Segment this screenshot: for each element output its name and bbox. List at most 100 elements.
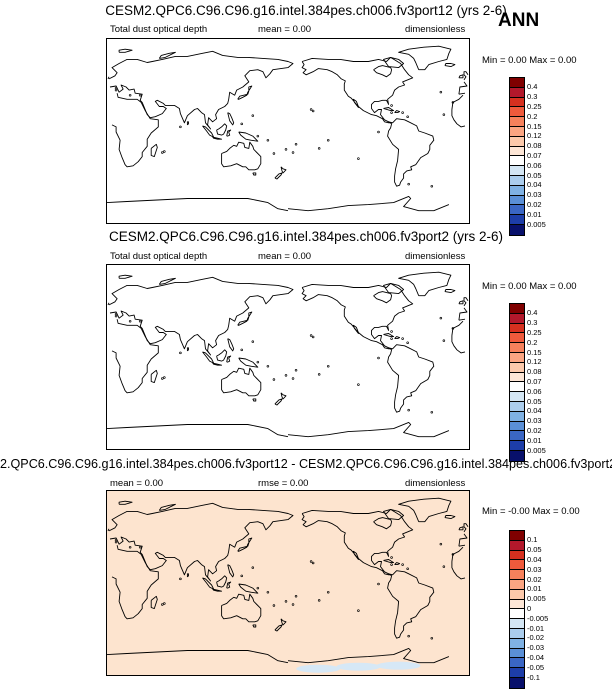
island-7	[272, 152, 276, 155]
coastline-eurasia-1	[108, 50, 294, 130]
colorbar-3-swatch-14	[510, 668, 524, 678]
island-13	[161, 603, 164, 606]
panel-2-colorbar	[509, 303, 525, 462]
island-9	[240, 574, 243, 578]
coastline-uk-2	[463, 71, 469, 81]
island-27	[390, 556, 393, 559]
island-22	[430, 184, 434, 188]
island-5	[284, 374, 288, 377]
island-22	[430, 636, 434, 640]
colorbar-2-label-7: 0.07	[527, 376, 542, 386]
coastline-new-zealand-n	[280, 618, 287, 626]
island-16	[442, 339, 446, 342]
coastline-ireland	[458, 74, 464, 79]
colorbar-3-label-12: -0.04	[527, 652, 545, 662]
colorbar-1-swatch-12	[510, 195, 524, 206]
coastline-uk-1	[107, 528, 110, 532]
island-21	[407, 408, 410, 412]
colorbar-2-label-10: 0.04	[527, 406, 542, 416]
colorbar-2-swatch-2	[510, 323, 524, 334]
colorbar-2-swatch-0	[510, 304, 524, 314]
colorbar-1-swatch-13	[510, 205, 524, 216]
colorbar-3-label-8: -0.005	[527, 613, 549, 623]
island-7	[272, 604, 276, 607]
colorbar-3-swatch-11	[510, 638, 524, 649]
coastline-sumatra	[202, 125, 215, 138]
coastline-antarctica-1	[107, 198, 289, 212]
coastline-cuba	[383, 333, 395, 338]
colorbar-3-label-1: 0.05	[527, 545, 542, 555]
island-2	[317, 373, 321, 376]
island-2	[317, 147, 321, 150]
coastline-africa	[451, 546, 464, 562]
coastline-greenland	[398, 497, 452, 523]
panel-1-title: CESM2.QPC6.C96.C96.g16.intel.384pes.ch00…	[105, 3, 507, 18]
island-26	[138, 93, 142, 97]
island-13	[161, 151, 164, 154]
island-18	[439, 542, 443, 546]
island-3	[326, 364, 330, 368]
island-19	[401, 111, 404, 114]
island-17	[451, 553, 455, 556]
coastline-ireland	[458, 526, 464, 531]
colorbar-1-label-10: 0.04	[527, 180, 542, 190]
island-18	[439, 316, 443, 320]
colorbar-2-swatch-7	[510, 372, 524, 383]
colorbar-2-swatch-11	[510, 411, 524, 422]
island-10	[251, 340, 255, 343]
coastline-uk-1	[107, 76, 110, 80]
colorbar-3-swatch-0	[510, 531, 524, 541]
coastline-madagascar	[150, 595, 158, 610]
coastline-baffin	[383, 508, 405, 521]
island-11	[377, 582, 380, 586]
coastline-eurasia	[458, 307, 468, 321]
colorbar-2-swatch-10	[510, 401, 524, 412]
island-20	[406, 115, 409, 118]
coastline-svalbard	[118, 500, 133, 505]
colorbar-1-swatch-0	[510, 78, 524, 88]
colorbar-2-label-0: 0.4	[527, 308, 538, 318]
coastline-australia	[221, 141, 262, 171]
panel-2-map	[106, 264, 470, 450]
panel-2-title: CESM2.QPC6.C96.C96.g16.intel.384pes.ch00…	[109, 229, 503, 244]
island-8	[266, 590, 270, 594]
colorbar-3-label-4: 0.02	[527, 574, 542, 584]
island-29	[256, 586, 260, 590]
coastline-africa	[451, 94, 464, 110]
colorbar-1-label-12: 0.02	[527, 199, 542, 209]
coastline-africa-1	[111, 545, 159, 620]
colorbar-2-label-2: 0.25	[527, 327, 542, 337]
coastline-antarctica-1	[107, 424, 289, 438]
colorbar-2-swatch-1	[510, 313, 524, 324]
panel-3-mean-label: mean = 0.00	[110, 478, 164, 489]
panel-3-rmse-label: rmse = 0.00	[258, 478, 309, 489]
island-6	[294, 143, 298, 146]
coastline-hispaniola	[394, 562, 401, 566]
coastline-eurasia	[458, 533, 468, 547]
island-11	[377, 130, 380, 134]
coastline-borneo	[216, 349, 228, 362]
island-28	[390, 337, 393, 340]
island-20	[406, 341, 409, 344]
coastline-new-zealand-s	[274, 398, 283, 406]
colorbar-3-swatch-10	[510, 628, 524, 639]
coastline-africa-1	[111, 93, 159, 168]
colorbar-3-label-13: -0.05	[527, 662, 545, 672]
colorbar-1-swatch-4	[510, 117, 524, 127]
coastline-philippines	[227, 564, 235, 578]
coastline-baffin	[383, 282, 405, 295]
coastline-antarctica	[287, 647, 450, 664]
colorbar-3-label-2: 0.04	[527, 554, 542, 564]
island-0	[309, 334, 313, 337]
coastline-philippines	[227, 338, 235, 352]
island-12	[357, 609, 360, 612]
island-4	[291, 377, 295, 380]
coastline-hispaniola	[394, 336, 401, 340]
island-25	[128, 319, 132, 323]
colorbar-3-label-3: 0.03	[527, 564, 542, 574]
colorbar-1-swatch-15	[510, 224, 524, 235]
island-27	[390, 330, 393, 333]
island-24	[114, 86, 118, 90]
panel-1-minmax: Min = 0.00 Max = 0.00	[482, 55, 577, 66]
colorbar-1-swatch-6	[510, 136, 524, 147]
